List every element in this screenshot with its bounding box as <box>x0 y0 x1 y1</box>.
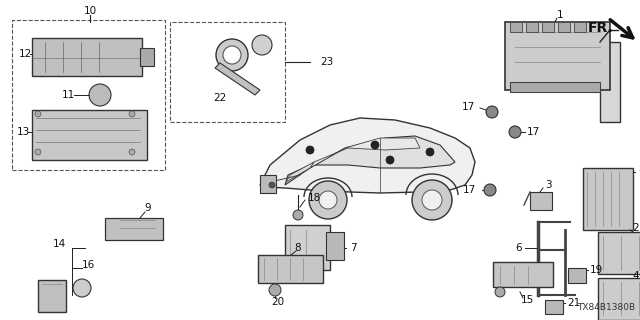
Text: 4: 4 <box>632 271 639 281</box>
Polygon shape <box>215 63 260 95</box>
Bar <box>526 22 538 32</box>
Bar <box>510 22 522 32</box>
Bar <box>258 255 323 283</box>
Text: 3: 3 <box>545 180 551 190</box>
Text: 1: 1 <box>557 10 563 20</box>
Circle shape <box>73 279 91 297</box>
Text: 20: 20 <box>271 297 285 307</box>
Circle shape <box>269 182 275 188</box>
Text: FR.: FR. <box>588 21 614 35</box>
Circle shape <box>422 190 442 210</box>
Text: 12: 12 <box>19 49 31 59</box>
Text: 9: 9 <box>145 203 151 213</box>
Bar <box>32 110 147 160</box>
Circle shape <box>412 180 452 220</box>
Bar <box>170 22 285 122</box>
Bar <box>598 278 640 320</box>
Bar <box>260 175 276 193</box>
Text: TX84B1380B: TX84B1380B <box>577 303 635 312</box>
Bar <box>140 48 154 66</box>
Circle shape <box>386 156 394 164</box>
Circle shape <box>306 146 314 154</box>
Text: 23: 23 <box>320 57 333 67</box>
Text: 15: 15 <box>520 295 534 305</box>
Text: 14: 14 <box>52 239 66 249</box>
Bar <box>542 22 554 32</box>
Circle shape <box>223 46 241 64</box>
Bar <box>583 168 633 230</box>
Text: 21: 21 <box>567 298 580 308</box>
Bar <box>558 22 570 32</box>
Polygon shape <box>285 136 455 185</box>
Polygon shape <box>260 118 475 193</box>
Bar <box>326 232 344 260</box>
Text: 5: 5 <box>638 163 640 173</box>
Text: 17: 17 <box>463 185 476 195</box>
Bar <box>574 22 586 32</box>
Text: 8: 8 <box>294 243 301 253</box>
Circle shape <box>35 111 41 117</box>
Circle shape <box>486 106 498 118</box>
Text: 19: 19 <box>590 265 604 275</box>
Circle shape <box>426 148 434 156</box>
Text: 11: 11 <box>61 90 75 100</box>
Bar <box>105 218 163 240</box>
Circle shape <box>509 126 521 138</box>
Polygon shape <box>286 162 314 182</box>
Text: 17: 17 <box>461 102 475 112</box>
Text: 18: 18 <box>308 193 321 203</box>
Bar <box>493 262 553 287</box>
Circle shape <box>129 149 135 155</box>
Circle shape <box>293 210 303 220</box>
Bar <box>545 300 563 314</box>
Circle shape <box>129 111 135 117</box>
Bar <box>32 38 142 76</box>
Bar <box>38 280 66 312</box>
Bar <box>12 20 165 170</box>
Text: 22: 22 <box>213 93 227 103</box>
Text: 2: 2 <box>632 223 639 233</box>
Circle shape <box>216 39 248 71</box>
Text: 7: 7 <box>350 243 356 253</box>
Text: 10: 10 <box>83 6 97 16</box>
Circle shape <box>89 84 111 106</box>
Bar <box>598 232 640 274</box>
Circle shape <box>495 287 505 297</box>
Text: 6: 6 <box>515 243 522 253</box>
Circle shape <box>269 284 281 296</box>
Text: 17: 17 <box>527 127 540 137</box>
Text: 16: 16 <box>82 260 95 270</box>
Circle shape <box>319 191 337 209</box>
Bar <box>600 42 620 122</box>
Bar <box>505 22 610 90</box>
Bar <box>530 192 552 210</box>
Bar <box>285 225 330 270</box>
Bar <box>568 268 586 283</box>
Circle shape <box>309 181 347 219</box>
Polygon shape <box>310 138 420 168</box>
Circle shape <box>35 149 41 155</box>
Bar <box>510 82 600 92</box>
Circle shape <box>252 35 272 55</box>
Text: 13: 13 <box>17 127 29 137</box>
Circle shape <box>371 141 379 149</box>
Circle shape <box>484 184 496 196</box>
